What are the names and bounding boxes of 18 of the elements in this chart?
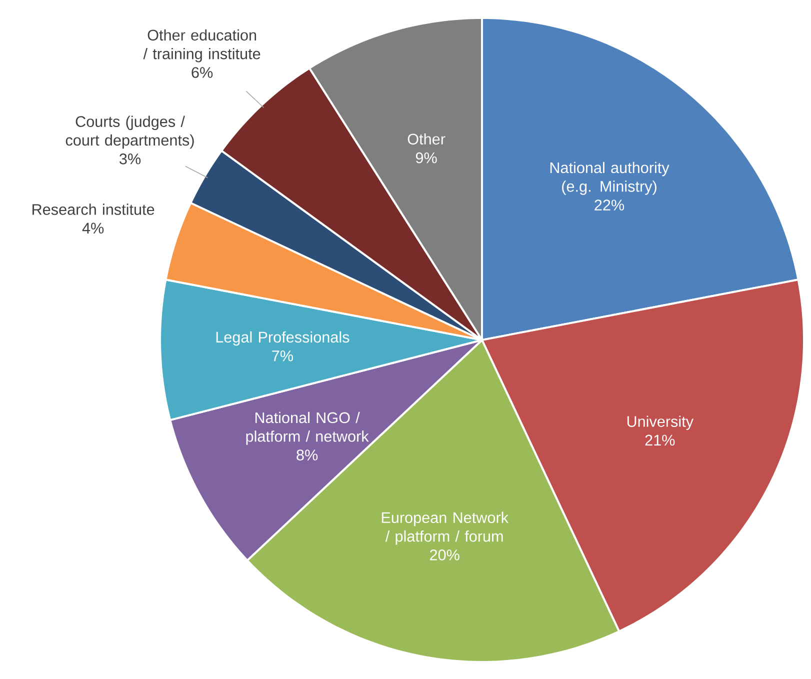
slice-label: University — [627, 416, 694, 430]
data-label: 4% — [82, 222, 104, 234]
data-label: 6% — [192, 67, 213, 78]
slice-label: Other education / training institute — [143, 29, 260, 62]
data-label: 3% — [120, 153, 141, 164]
slice-label: Legal Professionals — [216, 331, 350, 346]
data-label: 7% — [272, 350, 293, 362]
slice-label: European Network / platform / forum — [382, 512, 509, 545]
data-label: 8% — [296, 450, 318, 460]
slice-label: Research institute — [32, 204, 154, 215]
data-label: 22% — [594, 200, 624, 210]
slice-label: Other — [408, 133, 446, 145]
data-label: 9% — [416, 152, 437, 164]
slice-label: National NGO / platform / network — [246, 412, 369, 445]
data-label: 21% — [645, 434, 675, 446]
slice-label: National authority (e.g. Ministry) — [550, 162, 670, 195]
slice-label: Courts (judges / court departments) — [66, 116, 194, 149]
data-label: 20% — [430, 550, 460, 560]
